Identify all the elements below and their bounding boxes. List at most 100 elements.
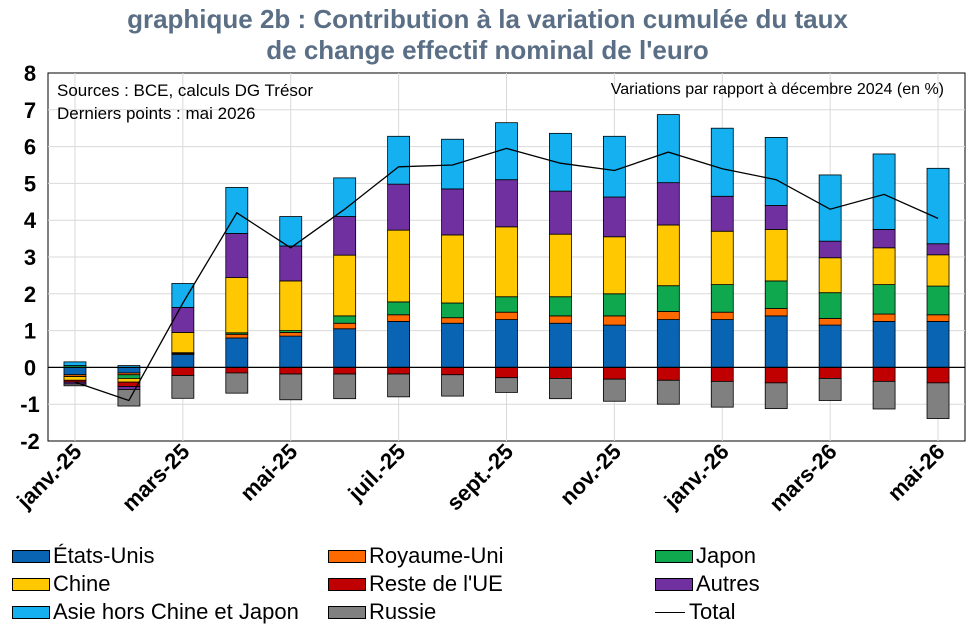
chart-title-line-1: graphique 2b : Contribution à la variati… [127, 4, 848, 34]
bar-segment [818, 292, 842, 319]
bar-segment [441, 234, 464, 304]
y-tick-label: 2 [24, 282, 36, 307]
bar-segment [549, 378, 572, 400]
bar-segment [333, 322, 357, 330]
bar-segment [549, 315, 572, 324]
legend-label: Autres [696, 571, 760, 596]
legend-swatch [655, 577, 693, 591]
bar-segment [818, 378, 842, 401]
bar-segment [764, 228, 788, 282]
bar-segment [495, 377, 518, 393]
legend-label: Reste de l'UE [369, 571, 503, 596]
bar-segment [117, 389, 141, 407]
bar-segment [602, 196, 626, 238]
bar-segment [926, 167, 950, 245]
chart-title: graphique 2b : Contribution à la variati… [0, 4, 975, 66]
x-tick-label: mars-25 [117, 439, 194, 516]
bar-segment [764, 382, 788, 410]
bar-segment [333, 373, 357, 400]
legend-swatch [328, 549, 366, 563]
legend-item-reste-ue: Reste de l'UE [328, 570, 503, 598]
bar-segment [387, 373, 411, 398]
legend-item-total: Total [655, 598, 735, 626]
bar-segment [495, 311, 518, 320]
bar-segment [333, 177, 357, 217]
bar-segment [171, 375, 195, 399]
bar-segment [387, 314, 411, 322]
bar-segment [818, 318, 842, 326]
bar-segment [872, 284, 896, 315]
bar-segment [818, 257, 842, 294]
bar-segment [872, 366, 896, 382]
bar-segment [872, 313, 896, 322]
bar-segment [602, 315, 626, 326]
x-tick-label: mai-26 [883, 439, 950, 506]
bar-segment [602, 135, 626, 198]
bar-segment [764, 205, 788, 230]
x-tick-label: janv.-26 [659, 439, 734, 514]
bar-segment [279, 373, 303, 401]
bar-segment [710, 319, 734, 368]
bar-segment [441, 188, 464, 236]
bar-segment [63, 366, 87, 376]
bar-segment [387, 301, 411, 316]
bar-segment [764, 366, 788, 384]
legend-label: Total [689, 599, 736, 624]
bar-segment [710, 366, 734, 382]
bar-segment [387, 135, 411, 185]
bar-segment [279, 280, 303, 332]
y-tick-label: 4 [24, 208, 37, 233]
bar-segment [764, 136, 788, 206]
bar-segment [549, 322, 572, 368]
bar-segment [764, 315, 788, 368]
legend-label: Chine [53, 571, 111, 596]
x-tick-label: nov.-25 [555, 439, 626, 510]
x-axis-tick-labels: janv.-25 mars-25 mai-25 juil.-25 sept.-25 nov… [11, 439, 949, 516]
bar-segment [926, 285, 950, 316]
bar-segment [225, 337, 249, 368]
bar-segment [818, 174, 842, 242]
legend-label: Russie [369, 599, 437, 624]
bar-segment [441, 322, 464, 368]
bar-segment [926, 314, 950, 322]
bar-segment [171, 354, 195, 368]
bar-segment [333, 315, 357, 324]
bar-segment [818, 240, 842, 259]
y-tick-label: 1 [24, 319, 36, 344]
bar-segment [63, 376, 87, 381]
chart-legend: États-Unis Royaume-Uni Japon Chine Reste… [0, 540, 975, 635]
bar-segment [495, 366, 518, 379]
bar-segment [117, 374, 141, 379]
bar-segment [117, 366, 141, 374]
bar-segment [387, 320, 411, 368]
bar-segment [872, 247, 896, 286]
x-tick-label: mars-26 [764, 439, 841, 516]
bar-segment [710, 380, 734, 408]
y-axis-tick-labels: -2 -1 0 1 2 3 4 5 6 7 8 [20, 61, 40, 454]
bar-segment [549, 233, 572, 298]
bar-segment [441, 302, 464, 319]
bar-segment [710, 284, 734, 313]
bar-segment [441, 138, 464, 190]
bar-segment [225, 333, 249, 339]
legend-label: États-Unis [53, 543, 155, 568]
x-tick-label: mai-25 [235, 439, 302, 506]
bar-segment [387, 366, 411, 375]
legend-swatch [328, 577, 366, 591]
bar-segment [764, 308, 788, 317]
legend-item-asie: Asie hors Chine et Japon [12, 598, 299, 626]
bar-segment [710, 311, 734, 320]
legend-label: Asie hors Chine et Japon [53, 599, 299, 624]
bar-segment [171, 283, 195, 308]
legend-item-russie: Russie [328, 598, 436, 626]
total-line [74, 147, 939, 402]
bar-segment [549, 132, 572, 192]
legend-swatch [328, 605, 366, 619]
x-tick-label: juil.-25 [342, 439, 410, 507]
bar-segment [656, 319, 680, 368]
bar-segment [387, 183, 411, 231]
bar-segment [279, 245, 303, 282]
bar-segment [549, 296, 572, 317]
bar-segment [656, 366, 680, 381]
